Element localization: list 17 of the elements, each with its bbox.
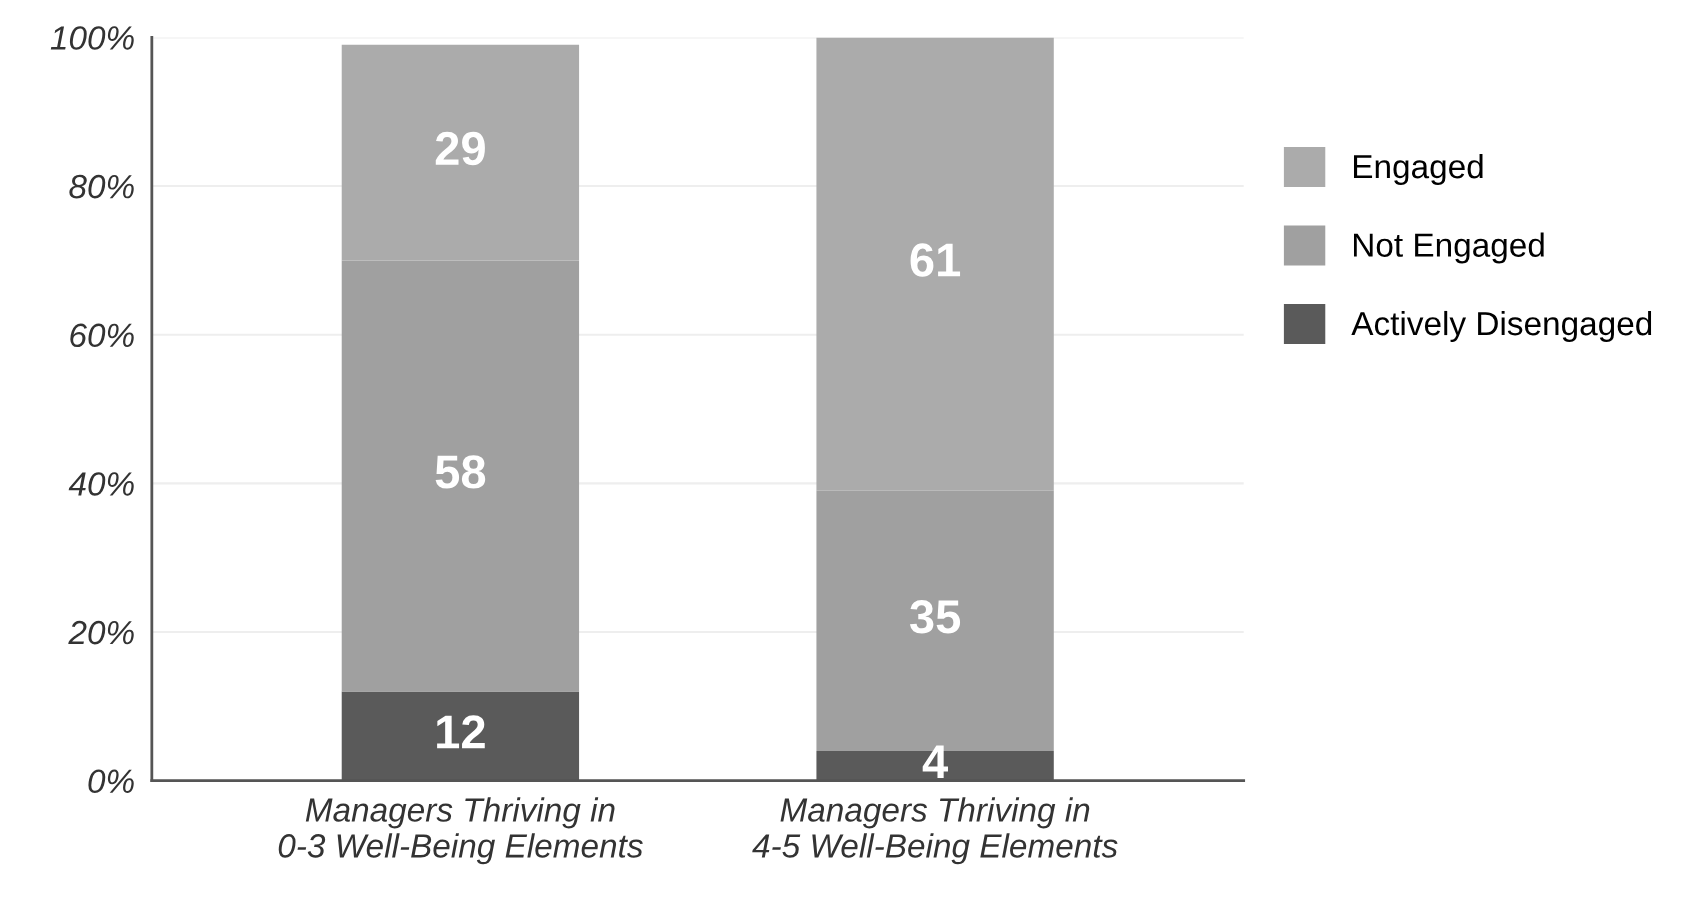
y-tick-label: 100% [50, 26, 134, 50]
y-tick-label: 20% [68, 620, 134, 645]
legend-label: Not Engaged [1353, 232, 1544, 264]
legend-label: Engaged [1353, 153, 1483, 186]
data-label: 12 [437, 715, 485, 749]
data-label: 35 [909, 600, 961, 634]
y-tick-label: 60% [70, 323, 134, 348]
data-label: 58 [435, 455, 486, 489]
x-tick-label: Managers Thriving in 4-5 Well-Being Elements [752, 797, 1118, 865]
data-label: 61 [910, 243, 961, 277]
y-tick-label: 80% [69, 174, 134, 199]
legend-label: Actively Disengaged [1351, 310, 1652, 343]
x-tick-label: Managers Thriving in 0-3 Well-Being Elements [278, 797, 643, 865]
y-tick-label: 0% [88, 769, 134, 794]
data-label: 4 [922, 745, 948, 779]
data-label: 29 [435, 131, 485, 166]
y-tick-label: 40% [68, 472, 134, 496]
